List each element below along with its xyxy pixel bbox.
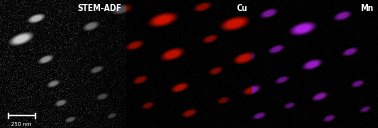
Text: STEM-ADF: STEM-ADF [77, 4, 122, 13]
Text: Mn: Mn [361, 4, 374, 13]
Text: 250 nm: 250 nm [11, 122, 32, 127]
Text: Cu: Cu [237, 4, 248, 13]
